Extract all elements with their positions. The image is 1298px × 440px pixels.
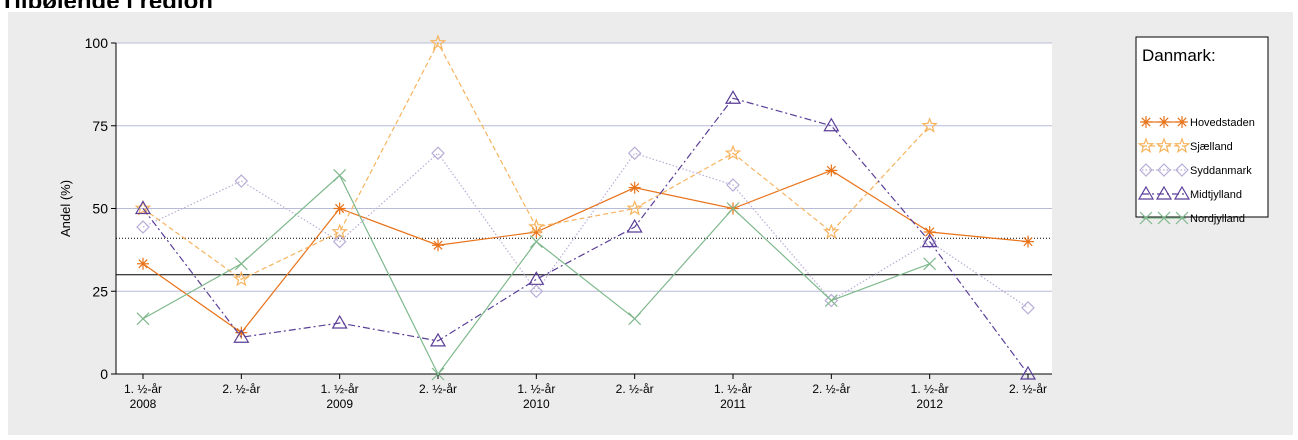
legend-marker: [1155, 185, 1173, 200]
data-point: [724, 144, 742, 161]
legend-marker: [1157, 163, 1171, 177]
legend-title: Danmark:: [1142, 46, 1216, 65]
data-point: [137, 257, 149, 270]
x-tick-label-year: 2008: [130, 397, 157, 411]
legend-marker: [1157, 211, 1171, 225]
data-point: [626, 218, 643, 233]
data-point: [1022, 235, 1034, 248]
data-point: [429, 34, 447, 51]
data-point: [431, 367, 445, 381]
series-line: [142, 152, 1029, 309]
legend-marker: [1175, 211, 1189, 225]
x-tick-label: 1. ½-år: [124, 382, 162, 396]
data-point: [233, 270, 250, 287]
legend-label: Hovedstaden: [1190, 117, 1255, 129]
legend-marker: [1173, 137, 1191, 154]
data-point: [921, 233, 938, 248]
data-point: [1021, 300, 1035, 315]
data-point: [823, 117, 840, 132]
x-tick-label-year: 2012: [916, 397, 943, 411]
x-tick-label: 2. ½-år: [1009, 382, 1047, 396]
x-tick-label: 2. ½-år: [812, 382, 850, 396]
series-line: [142, 97, 1029, 375]
data-point: [923, 257, 937, 271]
x-tick-label: 1. ½-år: [321, 382, 359, 396]
data-point: [429, 332, 447, 347]
data-point: [529, 284, 544, 299]
data-point: [432, 239, 444, 252]
legend-marker: [1175, 163, 1189, 177]
y-tick-label: 100: [85, 35, 109, 51]
legend-item: Nordjylland: [1139, 211, 1245, 225]
legend-item: Hovedstaden: [1140, 116, 1255, 129]
legend-marker: [1173, 185, 1191, 200]
data-point: [528, 218, 545, 235]
legend-label: Sjælland: [1190, 141, 1233, 153]
data-point: [921, 117, 938, 133]
data-point: [136, 312, 150, 326]
x-tick-label: 1. ½-år: [517, 382, 555, 396]
y-tick-label: 25: [92, 283, 108, 299]
data-point: [136, 220, 150, 234]
data-point: [726, 178, 740, 192]
series-midtjylland: [134, 90, 1037, 380]
legend-marker: [1158, 116, 1170, 128]
legend-label: Syddanmark: [1190, 165, 1252, 177]
data-point: [824, 294, 838, 307]
data-point: [823, 223, 840, 240]
data-point: [628, 181, 641, 194]
legend-label: Midtjylland: [1190, 189, 1242, 201]
y-tick-label: 75: [92, 118, 108, 134]
data-point: [333, 168, 347, 182]
legend-item: Sjælland: [1137, 137, 1233, 154]
data-point: [724, 90, 742, 104]
data-point: [628, 312, 642, 326]
data-point: [234, 257, 248, 271]
data-point: [825, 164, 838, 177]
data-point: [529, 235, 543, 249]
x-tick-label: 1. ½-år: [911, 382, 949, 396]
legend-marker: [1176, 116, 1188, 128]
legend-marker: [1155, 137, 1173, 154]
legend-marker: [1137, 137, 1155, 154]
x-tick-label-year: 2010: [523, 397, 550, 411]
legend-box: [1135, 36, 1269, 218]
series-line: [142, 41, 931, 281]
chart-panel: 0 25 50 75 100 Andel (%) 1. ½-år 2008 2. ½-år 1. …: [8, 12, 1293, 435]
data-point: [134, 200, 152, 215]
data-point: [234, 174, 249, 188]
legend-item: Syddanmark: [1139, 163, 1252, 177]
data-point: [134, 199, 152, 216]
x-tick-label: 2. ½-år: [419, 382, 457, 396]
series-line: [142, 169, 1029, 334]
legend-marker: [1140, 116, 1152, 128]
legend-item: Midtjylland: [1137, 185, 1242, 201]
page-heading: Tilbøjende i region: [0, 0, 213, 8]
legend-label: Nordjylland: [1190, 213, 1245, 225]
data-point: [431, 146, 445, 161]
legend-marker: [1137, 185, 1155, 200]
data-point: [626, 199, 643, 216]
x-tick-label: 2. ½-år: [222, 382, 260, 396]
x-tick-label: 2. ½-år: [616, 382, 654, 396]
data-point: [233, 329, 250, 343]
data-point: [331, 314, 348, 329]
x-tick-label: 1. ½-år: [714, 382, 752, 396]
legend-marker: [1139, 163, 1153, 177]
data-point: [726, 202, 740, 215]
legend-marker: [1139, 211, 1153, 225]
y-tick-label: 50: [92, 201, 108, 217]
y-axis-label: Andel (%): [58, 180, 73, 237]
data-point: [922, 234, 937, 249]
data-point: [1019, 365, 1037, 380]
y-tick-label: 0: [100, 366, 108, 382]
data-point: [332, 234, 347, 249]
series-nordjylland: [136, 168, 937, 381]
data-point: [627, 146, 642, 161]
x-tick-label-year: 2009: [326, 397, 353, 411]
data-point: [333, 202, 346, 215]
data-point: [528, 271, 545, 285]
x-tick-label-year: 2011: [720, 397, 746, 411]
